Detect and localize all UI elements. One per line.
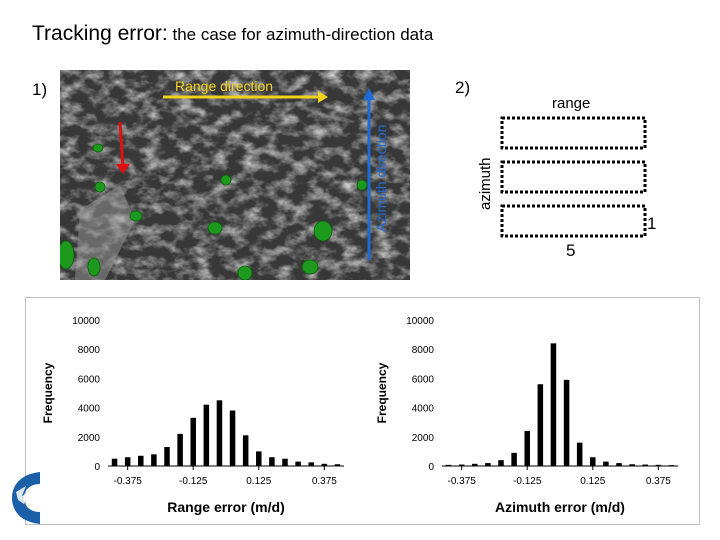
window-height-label: 1 — [647, 214, 656, 233]
histogram-bar — [124, 457, 131, 466]
azimuth-error-chart: 0 2000 4000 6000 8000 10000 -0.375 -0.125 0.125… — [375, 316, 678, 515]
x-tick-labels: -0.375 -0.125 0.125 0.375 — [113, 466, 337, 487]
x-tick-label: -0.375 — [447, 476, 476, 487]
histogram-bar — [629, 464, 635, 466]
x-tick-label: -0.375 — [113, 476, 142, 487]
histogram-bar — [321, 463, 328, 466]
y-tick-labels: 0 2000 4000 6000 8000 10000 — [406, 316, 434, 473]
y-tick-label: 4000 — [78, 404, 101, 415]
histogram-bar — [111, 458, 118, 466]
histogram-bar — [498, 460, 504, 466]
panel1-label: 1) — [32, 80, 48, 99]
histogram-bar — [295, 461, 301, 466]
title-main: Tracking error: — [32, 22, 168, 45]
y-tick-label: 0 — [428, 462, 434, 473]
y-tick-labels: 0 2000 4000 6000 8000 10000 — [72, 316, 100, 473]
x-tick-label: 0.125 — [580, 476, 605, 487]
y-tick-label: 2000 — [78, 433, 101, 444]
glacier-blobs — [60, 143, 368, 280]
x-tick-label: -0.125 — [179, 476, 208, 487]
university-logo — [12, 472, 40, 524]
x-tick-label: -0.125 — [513, 476, 542, 487]
range-direction-label: Range direction — [175, 78, 273, 94]
y-tick-label: 8000 — [78, 345, 101, 356]
histogram-bar — [563, 379, 570, 466]
histogram-frame — [25, 297, 700, 525]
histogram-bar — [472, 463, 478, 466]
histogram-bar — [164, 447, 170, 466]
y-axis-label: Frequency — [41, 362, 55, 423]
bars — [111, 400, 341, 466]
x-tick-labels: -0.375 -0.125 0.125 0.375 — [447, 466, 671, 487]
histogram-bar — [308, 462, 314, 466]
range-label: range — [552, 95, 590, 112]
histogram-bar — [216, 400, 223, 466]
y-tick-label: 0 — [94, 462, 100, 473]
title-sub: the case for azimuth-direction data — [167, 25, 434, 44]
histogram-bar — [269, 457, 275, 466]
histogram-bar — [511, 452, 517, 466]
azimuth-direction-label: Azimuth direction — [373, 125, 389, 232]
window-width-label: 5 — [566, 241, 575, 260]
sar-image: Range direction Azimuth direction — [60, 70, 410, 280]
y-tick-label: 2000 — [412, 433, 435, 444]
histogram-bar — [229, 410, 236, 466]
x-tick-label: 0.125 — [246, 476, 271, 487]
x-tick-label: 0.375 — [646, 476, 671, 487]
histogram-bar — [524, 430, 530, 466]
histogram-bar — [256, 451, 262, 466]
histogram-bar — [190, 417, 196, 466]
histogram-bar — [576, 442, 583, 466]
window-schematic: range azimuth 1 5 — [477, 95, 656, 260]
azimuth-label: azimuth — [477, 157, 494, 210]
histogram-bar — [616, 463, 622, 466]
histogram-bar — [151, 454, 157, 466]
panel2-label: 2) — [455, 78, 471, 97]
histogram-bar — [334, 464, 341, 466]
histogram-bar — [537, 384, 544, 466]
histogram-bar — [282, 458, 288, 466]
histogram-bar — [177, 433, 183, 466]
y-tick-label: 6000 — [412, 374, 435, 385]
y-tick-label: 8000 — [412, 345, 435, 356]
y-axis-label: Frequency — [375, 362, 389, 423]
slide-title: Tracking error: the case for azimuth-dir… — [32, 22, 433, 46]
histogram-bar — [550, 343, 557, 466]
histogram-bar — [445, 464, 452, 466]
histogram-bar — [458, 464, 465, 466]
histogram-bar — [590, 457, 596, 466]
y-tick-label: 4000 — [412, 404, 435, 415]
histogram-bar — [485, 463, 491, 466]
histogram-bar — [655, 464, 662, 466]
y-tick-label: 10000 — [406, 316, 434, 327]
x-tick-label: 0.375 — [312, 476, 337, 487]
y-tick-label: 10000 — [72, 316, 100, 327]
range-error-chart: 0 2000 4000 6000 8000 10000 -0.375 -0.125 0.125… — [41, 316, 344, 515]
red-arrow — [118, 121, 125, 169]
histogram-bar — [642, 464, 648, 466]
search-windows — [500, 116, 647, 238]
histogram-bar — [242, 435, 249, 466]
x-axis-label: Azimuth error (m/d) — [495, 499, 625, 515]
x-axis-label: Range error (m/d) — [167, 499, 284, 515]
bars — [445, 343, 675, 466]
y-tick-label: 6000 — [78, 374, 101, 385]
histogram-bar — [603, 461, 609, 466]
histogram-bar — [138, 455, 144, 466]
histogram-bar — [203, 404, 210, 466]
